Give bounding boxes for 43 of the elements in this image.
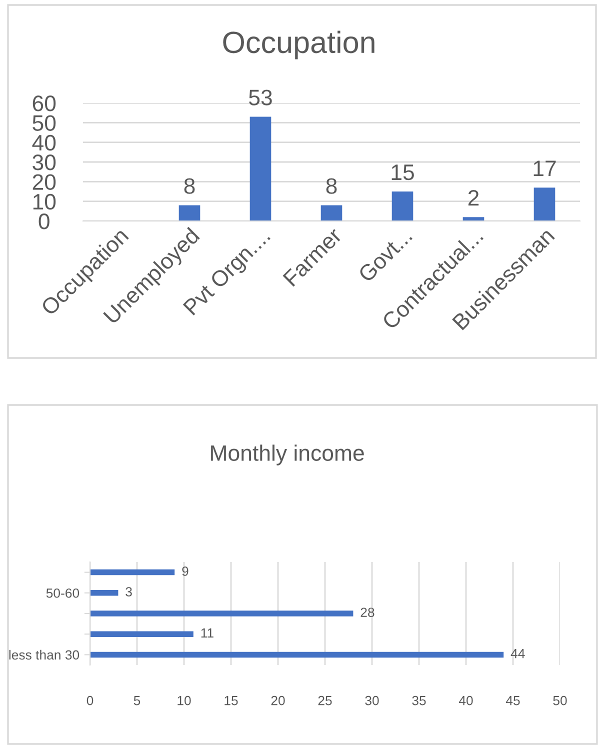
x-tick-label: 30: [365, 696, 379, 706]
data-label: 8: [326, 178, 337, 194]
data-label: 15: [392, 164, 414, 180]
x-tick-label: 45: [506, 696, 520, 706]
x-tick-label: 20: [271, 696, 285, 706]
bar: [250, 116, 272, 221]
x-tick-label: 35: [412, 696, 426, 706]
x-tick-label: 50: [553, 696, 567, 706]
x-tick-label: 25: [318, 696, 332, 706]
x-tick-label: 10: [178, 696, 191, 706]
data-label: 44: [510, 649, 525, 658]
y-tick-label: 20: [32, 174, 56, 190]
chart-title: Occupation: [223, 30, 374, 60]
y-tick-label: 50: [32, 115, 56, 131]
bar: [90, 569, 175, 576]
y-tick-label: 50-60: [46, 588, 80, 598]
y-tick-label: less than 30: [9, 650, 80, 660]
bar: [320, 205, 342, 221]
y-tick-label: 0: [38, 214, 50, 230]
y-tick-label: 40: [32, 134, 56, 151]
y-tick-label: 30: [32, 154, 56, 170]
bar: [90, 610, 354, 616]
x-tick-label: 5: [134, 696, 140, 706]
bar: [178, 205, 200, 221]
data-label: 17: [534, 160, 556, 176]
bar: [90, 590, 118, 596]
x-tick-label: 15: [224, 696, 238, 706]
x-tick-label: 40: [458, 696, 473, 706]
chart-title: Monthly income: [211, 444, 364, 466]
bar: [392, 192, 414, 221]
bar: [90, 631, 194, 637]
data-label: 9: [182, 566, 188, 576]
data-label: 53: [249, 90, 272, 106]
y-tick-label: 10: [33, 194, 56, 210]
bar: [534, 188, 556, 221]
data-label: 3: [126, 587, 132, 596]
data-label: 8: [184, 178, 195, 194]
data-label: 2: [468, 190, 479, 206]
x-tick-label: 0: [86, 696, 94, 706]
data-label: 28: [360, 608, 374, 618]
y-tick-label: 60: [32, 96, 56, 112]
data-label: 11: [201, 628, 214, 638]
bar: [90, 652, 504, 658]
